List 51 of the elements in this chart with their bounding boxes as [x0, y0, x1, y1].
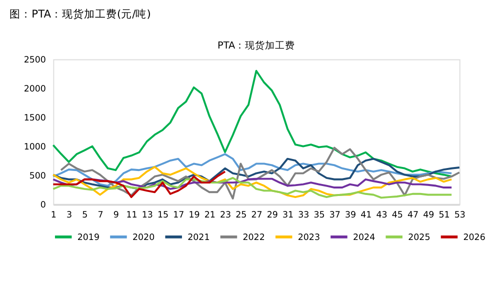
x-tick-label: 45 [392, 210, 403, 220]
line-series [52, 170, 226, 198]
legend-label: 2022 [242, 232, 265, 243]
x-tick-label: 43 [376, 210, 388, 220]
x-tick-label: 49 [423, 210, 434, 220]
y-tick-label: 500 [29, 172, 46, 182]
x-tick-label: 27 [251, 210, 262, 220]
x-tick-label: 23 [220, 210, 232, 220]
x-tick-label: 39 [344, 210, 356, 220]
y-tick-label: 2000 [24, 84, 46, 95]
line-series [60, 146, 460, 200]
legend-label: 2019 [77, 232, 100, 243]
legend-label: 2025 [408, 232, 430, 243]
legend-label: 2020 [132, 232, 155, 243]
x-tick-label: 11 [126, 210, 138, 220]
x-tick-label: 31 [282, 210, 294, 220]
line-series [52, 176, 453, 199]
x-tick-label: 3 [66, 210, 72, 220]
x-tick-label: 29 [266, 210, 278, 220]
x-tick-label: 17 [173, 210, 184, 220]
legend-label: 2026 [463, 232, 486, 243]
chart-title: 图：PTA：现货加工费(元/吨) [10, 8, 151, 21]
x-tick-label: 1 [50, 210, 56, 220]
x-tick-label: 25 [236, 210, 247, 220]
line-series [52, 153, 453, 187]
line-series [52, 166, 453, 198]
line-series [52, 178, 453, 190]
y-tick-label: 2500 [24, 56, 46, 66]
x-tick-label: 53 [454, 210, 466, 220]
y-tick-label: 1000 [24, 142, 46, 153]
x-tick-label: 7 [98, 210, 104, 220]
x-tick-label: 15 [158, 210, 169, 220]
legend-label: 2023 [298, 232, 320, 243]
line-series [52, 70, 453, 178]
legend-label: 2024 [353, 232, 376, 243]
x-tick-label: 5 [82, 210, 88, 220]
x-tick-label: 9 [113, 210, 119, 220]
x-tick-label: 19 [188, 210, 200, 220]
chart-subtitle: PTA：现货加工费 [217, 40, 296, 52]
x-tick-label: 33 [298, 210, 310, 220]
y-tick-label: 0 [40, 200, 46, 211]
x-tick-label: 35 [314, 210, 325, 220]
y-tick-label: 1500 [24, 114, 46, 124]
legend-label: 2021 [188, 232, 210, 243]
x-tick-label: 51 [438, 210, 450, 220]
line-series [52, 158, 460, 190]
x-tick-label: 47 [407, 210, 419, 220]
x-tick-label: 13 [142, 210, 153, 220]
x-tick-label: 37 [329, 210, 340, 220]
x-tick-label: 41 [360, 210, 372, 220]
x-tick-label: 21 [204, 210, 216, 220]
